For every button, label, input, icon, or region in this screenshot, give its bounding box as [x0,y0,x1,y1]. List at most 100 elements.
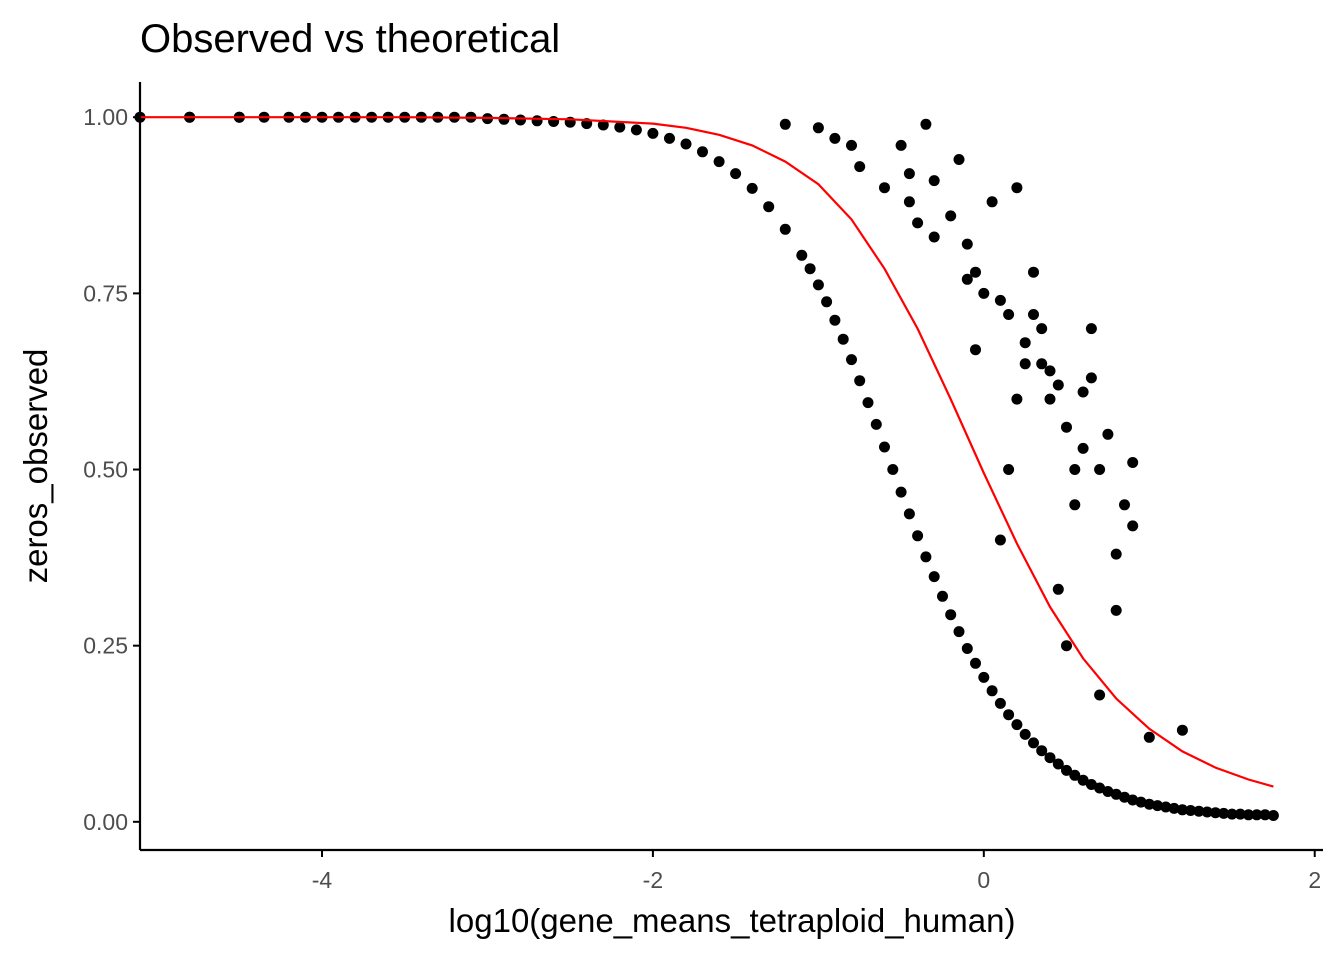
data-point [846,354,857,366]
data-point [879,182,890,194]
data-point [1094,689,1106,701]
data-point [1127,794,1139,806]
data-point [796,249,808,261]
data-point [713,156,725,168]
x-tick-label: 2 [1308,867,1321,893]
data-point [1243,809,1254,821]
data-point [1019,337,1031,349]
y-tick-label: 0.50 [83,457,128,483]
data-point [1127,520,1139,532]
y-tick-label: 0.25 [83,633,128,659]
data-point [1102,786,1114,797]
data-point [978,671,990,683]
data-point [1143,731,1155,743]
data-point [1028,266,1039,278]
data-point [1019,728,1031,740]
data-point [548,116,560,127]
data-point [970,266,981,278]
data-point [986,196,998,208]
data-point [912,217,924,229]
data-point [912,530,924,542]
data-point [1044,752,1056,764]
data-point [1044,393,1056,405]
data-point [953,626,965,638]
data-point [895,139,907,151]
y-tick-label: 1.00 [83,104,128,130]
data-point [1110,604,1122,616]
chart-title: Observed vs theoretical [140,17,560,61]
data-point [531,115,543,127]
data-point [1052,758,1064,770]
data-point [994,697,1006,709]
data-point [498,113,510,125]
data-point [1143,798,1155,810]
data-point [928,175,940,187]
data-point [903,168,915,180]
data-point [846,139,857,151]
data-point [697,146,708,158]
data-point [1094,782,1106,794]
data-point [879,441,890,453]
data-point [1036,745,1048,757]
x-axis-ticks: -4 -2 0 2 [312,850,1321,893]
data-point [928,231,940,243]
data-point [664,132,675,144]
y-tick-label: 0.75 [83,280,128,306]
data-point [1028,309,1039,320]
data-point [1028,737,1039,749]
data-point [1019,358,1031,370]
data-point [829,314,841,326]
y-axis-title: zeros_observed [17,349,54,584]
data-point [1003,309,1015,320]
data-point [1102,428,1114,440]
data-point [961,643,973,654]
data-point [937,590,948,602]
data-point [763,201,775,213]
data-point [1135,796,1147,808]
data-point [945,609,957,621]
data-point [854,161,866,173]
data-point [680,138,692,150]
data-point [1044,365,1056,377]
data-point [614,121,626,133]
data-point [779,118,791,130]
data-point [829,132,841,144]
data-point [1069,464,1081,475]
data-point [630,124,642,136]
data-point [986,685,998,697]
data-point [1127,457,1139,468]
data-point [1152,800,1163,812]
data-point [1085,323,1097,335]
data-point [1201,806,1213,818]
data-point [1110,548,1122,560]
data-point [1077,774,1089,786]
data-point [1085,779,1097,790]
data-point [837,333,849,345]
y-tick-label: 0.00 [83,809,128,835]
data-point [1052,583,1064,595]
data-point [862,397,874,409]
data-point [1069,769,1081,781]
x-tick-label: 0 [977,867,990,893]
data-point [970,657,981,669]
data-point [812,279,824,291]
data-point [1210,807,1221,819]
data-point [953,154,965,165]
data-point [647,127,659,139]
data-point [945,210,957,222]
data-point [1226,808,1238,820]
data-point [746,182,758,194]
data-point [920,551,932,563]
data-point [1110,788,1122,800]
data-point [1094,464,1106,475]
data-point [928,571,940,583]
data-point [1267,810,1279,821]
data-point [1011,393,1023,405]
data-point [854,375,866,387]
data-point [1003,464,1015,475]
data-point [1036,323,1048,335]
x-tick-label: -4 [312,867,333,893]
data-point [961,238,973,250]
data-point [1011,719,1023,731]
data-point [1185,805,1197,816]
